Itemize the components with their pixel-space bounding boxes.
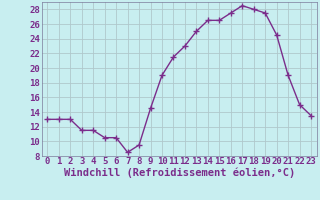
X-axis label: Windchill (Refroidissement éolien,°C): Windchill (Refroidissement éolien,°C) bbox=[64, 168, 295, 178]
